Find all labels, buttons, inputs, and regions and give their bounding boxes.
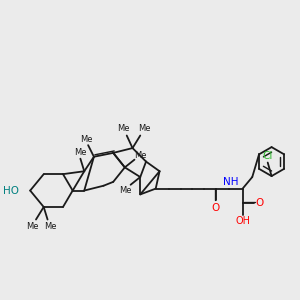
Text: Me: Me bbox=[118, 124, 130, 133]
Text: Me: Me bbox=[44, 222, 57, 231]
Text: HO: HO bbox=[3, 186, 19, 196]
Text: Me: Me bbox=[80, 135, 92, 144]
Text: NH: NH bbox=[223, 177, 239, 187]
Text: Me: Me bbox=[138, 124, 150, 133]
Text: O: O bbox=[256, 198, 264, 208]
Text: Cl: Cl bbox=[262, 151, 273, 161]
Text: Me: Me bbox=[74, 148, 87, 158]
Text: O: O bbox=[212, 203, 220, 213]
Text: Me: Me bbox=[26, 222, 38, 231]
Text: Me: Me bbox=[119, 186, 132, 195]
Text: OH: OH bbox=[235, 217, 250, 226]
Text: Me: Me bbox=[134, 151, 146, 160]
